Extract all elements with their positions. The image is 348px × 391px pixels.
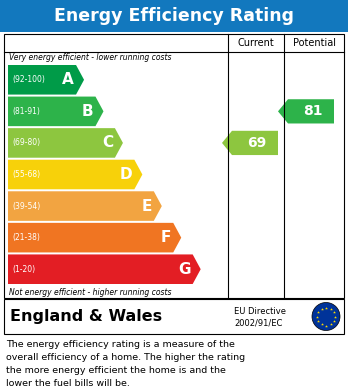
Text: (69-80): (69-80) [12,138,40,147]
Text: (39-54): (39-54) [12,202,40,211]
Text: A: A [62,72,74,87]
Text: Very energy efficient - lower running costs: Very energy efficient - lower running co… [9,53,172,62]
Text: 69: 69 [247,136,267,150]
Text: D: D [120,167,132,182]
Bar [4,299,344,334]
Text: Potential: Potential [293,38,335,48]
Bar [4,34,344,298]
Polygon shape [8,255,201,284]
Circle shape [312,303,340,330]
Polygon shape [8,160,142,189]
Text: Current: Current [238,38,274,48]
Polygon shape [8,65,84,95]
Text: England & Wales: England & Wales [10,309,162,324]
Text: Not energy efficient - higher running costs: Not energy efficient - higher running co… [9,288,172,297]
Polygon shape [8,191,162,221]
Text: (81-91): (81-91) [12,107,40,116]
Text: G: G [178,262,191,277]
Text: Energy Efficiency Rating: Energy Efficiency Rating [54,7,294,25]
Text: F: F [161,230,171,245]
Text: EU Directive: EU Directive [234,307,286,316]
Text: (55-68): (55-68) [12,170,40,179]
Text: 2002/91/EC: 2002/91/EC [234,318,282,327]
Polygon shape [8,128,123,158]
Text: 81: 81 [303,104,323,118]
Polygon shape [222,131,278,155]
Polygon shape [8,223,181,253]
Text: (92-100): (92-100) [12,75,45,84]
Text: (21-38): (21-38) [12,233,40,242]
Text: C: C [102,135,113,151]
Text: B: B [82,104,94,119]
Text: E: E [141,199,152,213]
Polygon shape [278,99,334,124]
Bar [0,0,348,32]
Polygon shape [8,97,103,126]
Text: The energy efficiency rating is a measure of the
overall efficiency of a home. T: The energy efficiency rating is a measur… [6,340,245,387]
Text: (1-20): (1-20) [12,265,35,274]
